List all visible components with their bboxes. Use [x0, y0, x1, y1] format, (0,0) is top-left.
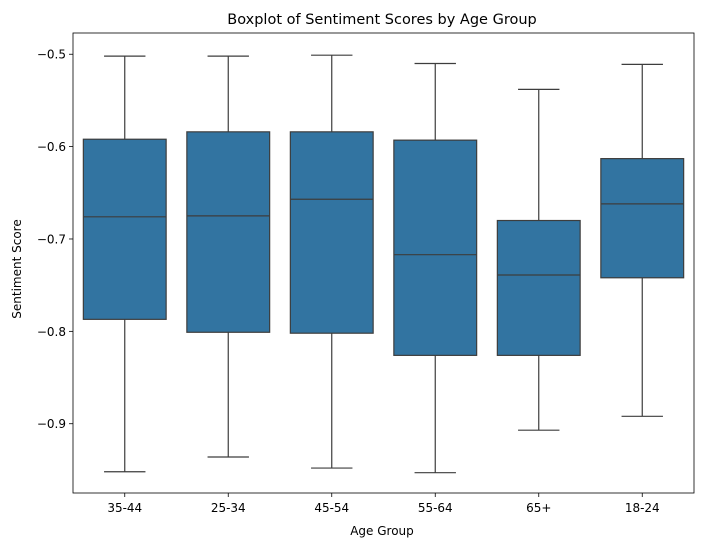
x-tick-label: 35-44 [107, 501, 142, 515]
y-tick-label: −0.5 [37, 48, 66, 62]
box-45-54 [289, 54, 374, 469]
y-tick-label: −0.8 [37, 325, 66, 339]
iqr-box [496, 219, 581, 356]
iqr-box [600, 158, 685, 279]
box-25-34 [186, 55, 271, 458]
x-tick-label: 65+ [526, 501, 551, 515]
x-tick-label: 18-24 [625, 501, 660, 515]
chart-title: Boxplot of Sentiment Scores by Age Group [227, 12, 536, 28]
y-axis-title: Sentiment Score [10, 219, 24, 318]
x-axis: 35-44 25-34 45-54 55-64 65+ 18-24 [107, 493, 660, 515]
axes-frame [72, 32, 695, 494]
y-tick-label: −0.7 [37, 232, 66, 246]
y-tick-label: −0.9 [37, 417, 66, 431]
box-18-24 [600, 63, 685, 417]
y-tick-label: −0.6 [37, 140, 66, 154]
box-65+ [496, 88, 581, 431]
iqr-box [393, 139, 478, 356]
box-55-64 [393, 62, 478, 474]
x-tick-label: 55-64 [418, 501, 453, 515]
x-tick-label: 45-54 [314, 501, 349, 515]
box-35-44 [82, 55, 167, 473]
iqr-box [289, 131, 374, 334]
plot-area [72, 32, 695, 494]
x-tick-label: 25-34 [211, 501, 246, 515]
y-axis: −0.9 −0.8 −0.7 −0.6 −0.5 [37, 48, 73, 431]
iqr-box [186, 131, 271, 333]
iqr-box [82, 138, 167, 320]
x-axis-title: Age Group [350, 524, 414, 538]
